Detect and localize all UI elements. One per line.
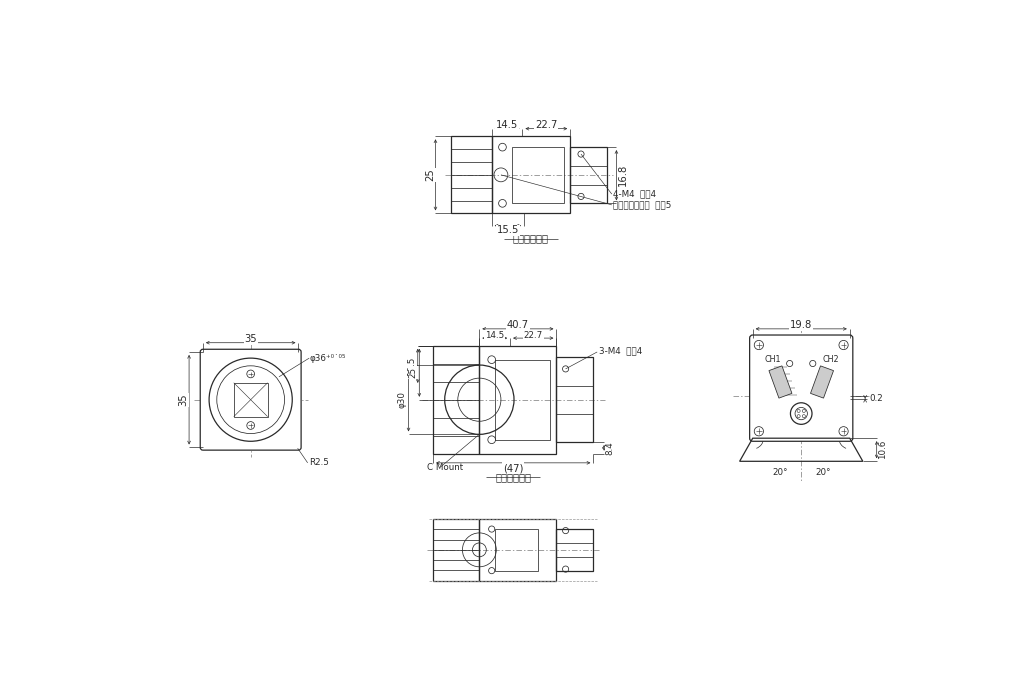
Text: CH2: CH2: [823, 355, 839, 364]
Text: C Mount: C Mount: [427, 463, 464, 472]
Text: 20°: 20°: [771, 468, 787, 477]
Bar: [494, 529, 538, 570]
Text: CH1: CH1: [764, 355, 781, 364]
Bar: [556, 529, 593, 570]
Text: R2.5: R2.5: [309, 458, 329, 468]
Bar: [451, 136, 491, 214]
Text: 8.4: 8.4: [606, 441, 615, 455]
Bar: [769, 366, 792, 398]
Text: 対面同一形状: 対面同一形状: [495, 472, 531, 482]
Text: (47): (47): [503, 463, 523, 473]
Text: 16.8: 16.8: [618, 164, 627, 186]
Text: 20°: 20°: [815, 468, 830, 477]
Text: 0.2: 0.2: [869, 393, 883, 402]
Bar: [434, 346, 479, 454]
FancyBboxPatch shape: [750, 335, 853, 441]
Bar: [513, 147, 564, 203]
Text: 40.7: 40.7: [507, 320, 529, 330]
Text: 19.8: 19.8: [790, 320, 813, 330]
Bar: [234, 383, 268, 416]
Bar: [491, 136, 571, 214]
Text: 25: 25: [409, 368, 417, 378]
FancyBboxPatch shape: [200, 349, 301, 450]
Text: 14.5: 14.5: [485, 330, 505, 340]
Text: φ36⁺⁰˙⁰⁵: φ36⁺⁰˙⁰⁵: [309, 354, 346, 363]
Text: 35: 35: [244, 334, 258, 344]
Bar: [494, 360, 550, 440]
Text: 14.5: 14.5: [496, 120, 518, 130]
Text: 3-M4  深さ4: 3-M4 深さ4: [598, 346, 642, 356]
Text: 22.7: 22.7: [523, 330, 543, 340]
Text: 対面同一形状: 対面同一形状: [513, 233, 549, 243]
Text: 4-M4  深さ4: 4-M4 深さ4: [613, 190, 656, 199]
Bar: [571, 147, 607, 203]
Text: カメラ三脚ネジ  深さ5: カメラ三脚ネジ 深さ5: [613, 200, 672, 209]
Text: 10.6: 10.6: [879, 440, 887, 459]
Text: 35: 35: [178, 393, 187, 406]
Text: 10.5: 10.5: [407, 356, 416, 375]
Text: 22.7: 22.7: [536, 120, 557, 130]
Bar: [479, 519, 556, 581]
Bar: [556, 357, 593, 442]
Bar: [811, 366, 833, 398]
Text: 25: 25: [425, 169, 435, 181]
Bar: [434, 519, 479, 581]
Text: φ30: φ30: [398, 391, 407, 408]
Text: 15.5: 15.5: [496, 225, 519, 235]
Bar: [479, 346, 556, 454]
